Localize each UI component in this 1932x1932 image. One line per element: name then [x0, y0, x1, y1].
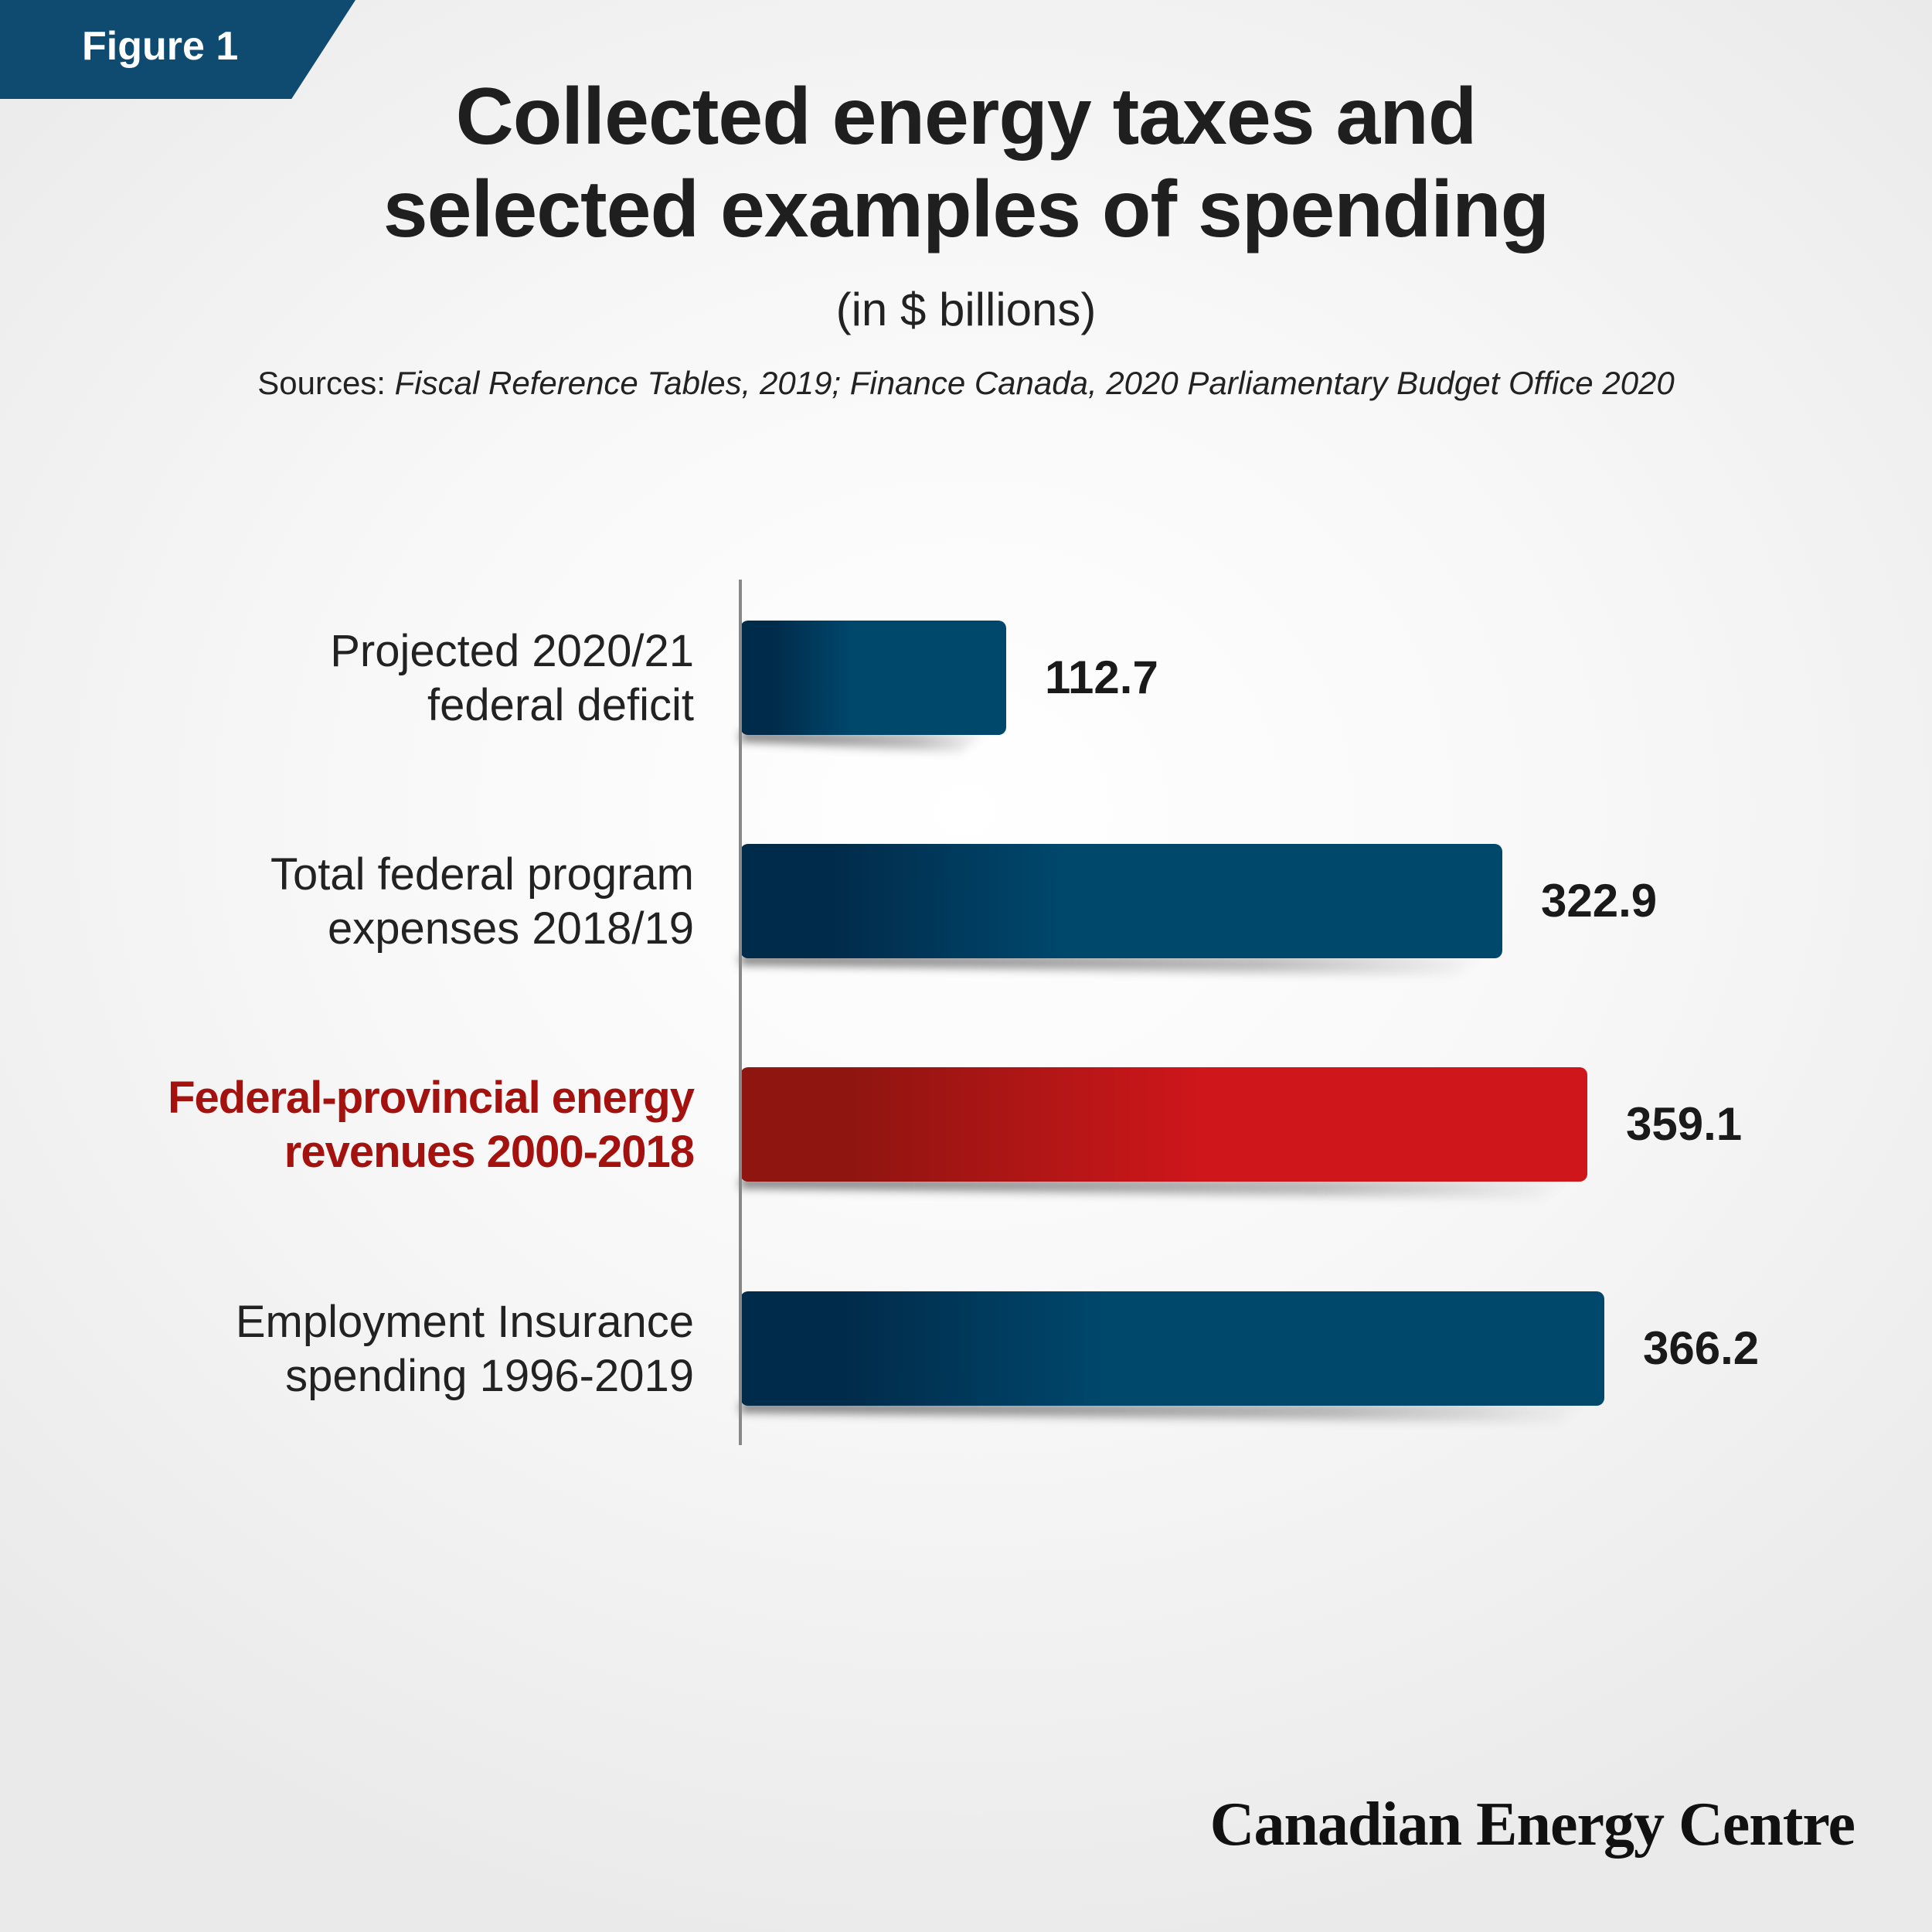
- bar-value-label: 112.7: [1045, 651, 1158, 703]
- bar: [740, 621, 1006, 735]
- category-label: expenses 2018/19: [328, 903, 694, 954]
- chart-title-line-2: selected examples of spending: [383, 165, 1549, 254]
- brand-logo: Canadian Energy Centre: [1209, 1791, 1855, 1859]
- bar: [740, 844, 1502, 958]
- bar-value-label: 359.1: [1626, 1098, 1742, 1150]
- figure-tab: [0, 0, 355, 99]
- bar-value-label: 366.2: [1643, 1322, 1759, 1374]
- bar: [740, 1291, 1604, 1406]
- bar-shadow: [740, 732, 991, 752]
- chart-subtitle: (in $ billions): [835, 284, 1097, 335]
- category-label: Federal-provincial energy: [168, 1073, 695, 1123]
- chart-title-line-1: Collected energy taxes and: [455, 72, 1478, 162]
- sources-text: Fiscal Reference Tables, 2019; Finance C…: [394, 365, 1675, 401]
- bar-value-label: 322.9: [1541, 875, 1657, 927]
- bar-highlighted: [740, 1067, 1587, 1182]
- bar-shadow: [740, 955, 1487, 975]
- category-label: Employment Insurance: [236, 1297, 694, 1347]
- category-label: revenues 2000-2018: [284, 1127, 694, 1177]
- sources-label: Sources:: [257, 365, 395, 401]
- category-label: Total federal program: [270, 849, 694, 900]
- bar-shadow: [740, 1179, 1572, 1199]
- figure-label: Figure 1: [82, 24, 239, 69]
- sources-line: Sources: Fiscal Reference Tables, 2019; …: [0, 365, 1932, 402]
- category-label: spending 1996-2019: [285, 1351, 694, 1401]
- bar-shadow: [740, 1403, 1589, 1423]
- category-label: federal deficit: [427, 680, 694, 730]
- category-label: Projected 2020/21: [330, 626, 694, 676]
